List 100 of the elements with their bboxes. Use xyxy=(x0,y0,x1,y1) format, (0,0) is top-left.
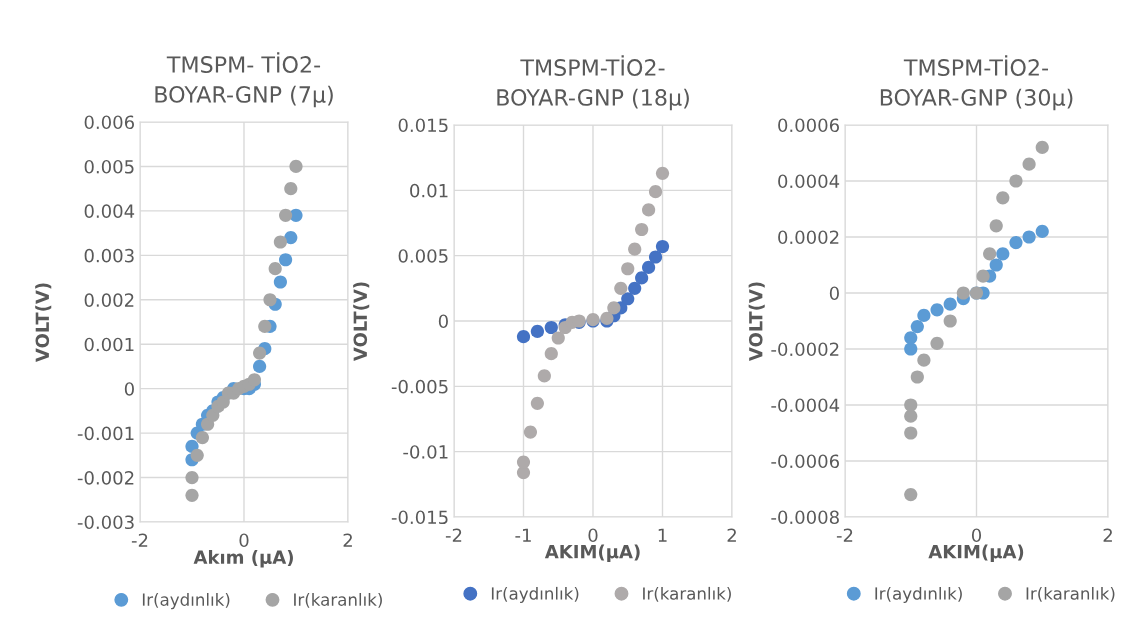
y-tick-label: -0.0002 xyxy=(771,342,839,357)
y-tick-label: 0 xyxy=(829,286,839,301)
y-tick-label: 0.005 xyxy=(398,249,448,263)
point xyxy=(279,253,293,267)
y-tick-label: -0.015 xyxy=(391,510,448,525)
legend-label: Ir(karanlık) xyxy=(643,586,731,602)
y-tick-label: 0 xyxy=(438,314,448,329)
point xyxy=(253,346,267,360)
y-tick-label: 0.015 xyxy=(398,118,448,133)
point xyxy=(284,230,298,245)
point xyxy=(635,271,649,285)
point xyxy=(996,247,1010,261)
point xyxy=(917,353,931,367)
point xyxy=(1009,174,1023,188)
point xyxy=(621,292,635,306)
y-axis-title: VOLT(V) xyxy=(35,283,52,363)
point xyxy=(983,247,997,261)
point xyxy=(904,409,918,423)
x-axis-title: Akım (µA) xyxy=(193,550,293,568)
chart-title: TMSPM-TİO2- BOYAR-GNP (18µ) xyxy=(497,55,689,111)
x-tick-label: -2 xyxy=(445,528,462,542)
y-tick-label: -0.01 xyxy=(403,445,448,459)
legend-label: Ir(karanlık) xyxy=(1026,586,1115,602)
point xyxy=(1035,140,1049,154)
point xyxy=(904,488,918,502)
point xyxy=(628,281,642,295)
chart-title: TMSPM- TİO2- BOYAR-GNP (7µ) xyxy=(155,52,333,108)
point xyxy=(655,166,670,180)
point xyxy=(904,426,918,440)
point xyxy=(648,250,663,264)
point xyxy=(635,222,649,237)
point xyxy=(628,242,642,256)
y-tick-label: 0.0006 xyxy=(778,118,839,133)
legend-label: Ir(aydınlık) xyxy=(875,586,962,604)
point xyxy=(943,297,957,311)
point xyxy=(989,258,1003,272)
point xyxy=(976,269,990,283)
point xyxy=(648,185,663,199)
point xyxy=(642,203,656,217)
y-tick-label: 0.001 xyxy=(84,337,134,352)
y-tick-label: -0.0006 xyxy=(771,454,839,469)
legend-label: Ir(aydınlık) xyxy=(142,593,230,610)
y-tick-label: 0.002 xyxy=(84,293,134,307)
y-tick-label: 0.01 xyxy=(410,183,448,198)
point xyxy=(273,235,287,249)
point xyxy=(621,262,635,276)
point xyxy=(263,293,277,307)
y-axis-title: VOLT(V) xyxy=(748,282,765,362)
point xyxy=(904,331,918,345)
point xyxy=(516,455,531,469)
point xyxy=(1035,224,1049,238)
y-tick-label: -0.0004 xyxy=(771,398,840,413)
x-tick-label: 0 xyxy=(971,528,982,543)
y-tick-label: 0.006 xyxy=(84,115,134,130)
y-tick-label: 0.0002 xyxy=(778,230,839,245)
y-tick-label: 0 xyxy=(124,382,134,396)
point xyxy=(551,331,565,345)
x-tick-label: 0 xyxy=(588,528,598,543)
y-tick-label: 0.0004 xyxy=(778,174,840,189)
point xyxy=(989,219,1003,233)
y-tick-label: 0.005 xyxy=(84,159,134,174)
point xyxy=(537,369,551,383)
point xyxy=(530,396,544,410)
point xyxy=(195,430,209,445)
x-tick-label: 2 xyxy=(1103,528,1112,542)
point xyxy=(253,359,267,374)
point xyxy=(185,470,199,485)
y-tick-label: -0.005 xyxy=(391,379,448,394)
point xyxy=(279,208,293,222)
x-tick-label: -1 xyxy=(515,528,531,542)
point xyxy=(516,465,531,480)
x-axis-title: AKIM(µA) xyxy=(928,544,1024,562)
x-tick-label: -2 xyxy=(836,528,853,542)
x-tick-label: 1 xyxy=(658,528,667,542)
y-tick-label: 0.004 xyxy=(84,204,135,219)
point xyxy=(530,324,544,339)
y-tick-label: -0.003 xyxy=(77,515,134,530)
point xyxy=(190,448,204,462)
x-axis-title: AKIM(µA) xyxy=(544,544,640,562)
y-tick-label: 0.003 xyxy=(84,248,134,263)
point xyxy=(185,488,199,502)
y-tick-label: -0.001 xyxy=(77,426,134,441)
point xyxy=(607,301,621,315)
point xyxy=(930,336,944,350)
point xyxy=(642,260,656,275)
x-tick-label: 0 xyxy=(239,533,249,548)
y-tick-label: -0.0008 xyxy=(771,510,839,525)
point xyxy=(917,308,931,322)
point xyxy=(943,314,957,328)
point xyxy=(523,425,538,439)
point xyxy=(655,239,670,254)
y-tick-label: -0.002 xyxy=(77,471,134,485)
point xyxy=(289,159,303,174)
legend-label: Ir(karanlık) xyxy=(294,593,382,608)
chart-title: TMSPM-TİO2- BOYAR-GNP (30µ) xyxy=(880,55,1073,111)
point xyxy=(268,262,282,276)
y-axis-title: VOLT(V) xyxy=(353,282,370,362)
point xyxy=(956,286,970,300)
point xyxy=(1022,157,1036,171)
point xyxy=(904,342,918,356)
